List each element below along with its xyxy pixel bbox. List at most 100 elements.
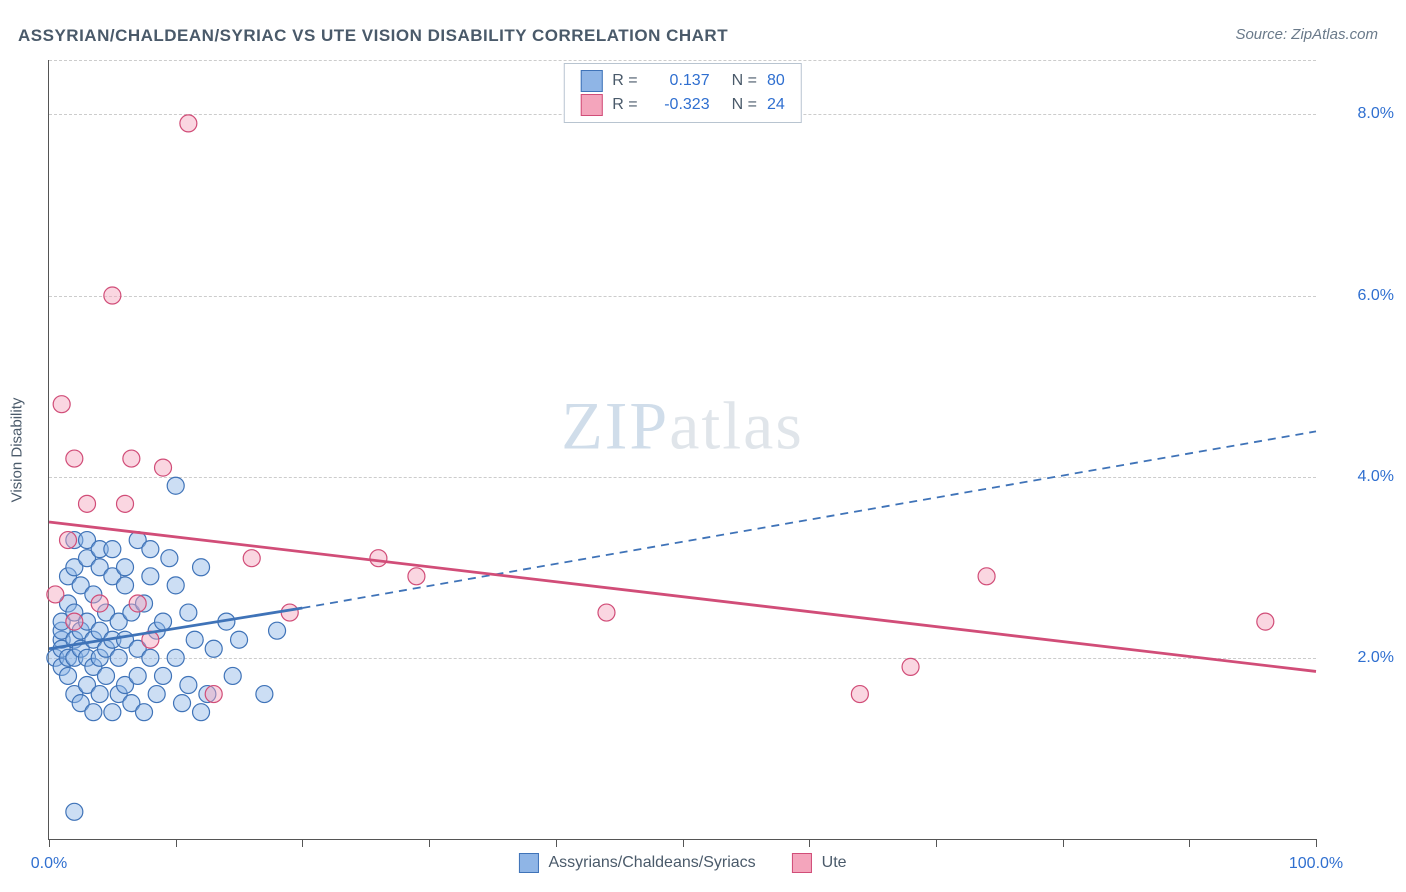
x-tick	[1063, 839, 1064, 847]
data-point	[408, 568, 425, 585]
chart-title: ASSYRIAN/CHALDEAN/SYRIAC VS UTE VISION D…	[18, 26, 728, 46]
data-point	[117, 577, 134, 594]
data-point	[104, 704, 121, 721]
legend-swatch	[518, 853, 538, 873]
data-point	[180, 604, 197, 621]
scatter-svg	[49, 60, 1316, 839]
x-tick	[1316, 839, 1317, 847]
data-point	[224, 667, 241, 684]
data-point	[142, 541, 159, 558]
legend-item: Assyrians/Chaldeans/Syriacs	[518, 853, 755, 873]
data-point	[167, 649, 184, 666]
data-point	[117, 495, 134, 512]
data-point	[370, 550, 387, 567]
data-point	[269, 622, 286, 639]
legend-r-label: R =	[612, 72, 637, 90]
data-point	[110, 649, 127, 666]
data-point	[60, 532, 77, 549]
data-point	[186, 631, 203, 648]
legend-n-value: 80	[767, 72, 785, 90]
data-point	[117, 559, 134, 576]
legend-stat-row: R = -0.323 N = 24	[580, 94, 784, 116]
data-point	[148, 686, 165, 703]
data-point	[142, 649, 159, 666]
data-point	[598, 604, 615, 621]
y-tick-label: 8.0%	[1358, 105, 1394, 123]
plot-area: ZIPatlas Vision Disability 2.0%4.0%6.0%8…	[48, 60, 1316, 840]
data-point	[243, 550, 260, 567]
x-tick	[176, 839, 177, 847]
data-point	[978, 568, 995, 585]
legend-label: Ute	[822, 854, 847, 872]
legend-label: Assyrians/Chaldeans/Syriacs	[548, 854, 755, 872]
data-point	[155, 459, 172, 476]
data-point	[174, 695, 191, 712]
data-point	[193, 559, 210, 576]
data-point	[193, 704, 210, 721]
x-tick	[49, 839, 50, 847]
legend-r-label: R =	[612, 96, 637, 114]
x-tick	[556, 839, 557, 847]
legend-r-value: 0.137	[650, 72, 710, 90]
data-point	[1257, 613, 1274, 630]
legend-n-value: 24	[767, 96, 785, 114]
x-tick	[302, 839, 303, 847]
y-axis-title: Vision Disability	[9, 397, 26, 502]
data-point	[180, 115, 197, 132]
legend-r-value: -0.323	[650, 96, 710, 114]
data-point	[91, 595, 108, 612]
data-point	[60, 667, 77, 684]
data-point	[85, 704, 102, 721]
legend-swatch	[792, 853, 812, 873]
x-tick-label: 100.0%	[1289, 855, 1343, 873]
x-tick	[1189, 839, 1190, 847]
data-point	[129, 595, 146, 612]
legend-n-label: N =	[732, 72, 757, 90]
data-point	[180, 677, 197, 694]
legend-n-label: N =	[732, 96, 757, 114]
y-tick-label: 2.0%	[1358, 649, 1394, 667]
legend-swatch	[580, 94, 602, 116]
y-tick-label: 6.0%	[1358, 287, 1394, 305]
data-point	[47, 586, 64, 603]
data-point	[155, 613, 172, 630]
data-point	[129, 667, 146, 684]
data-point	[902, 658, 919, 675]
legend-stats: R = 0.137 N = 80 R = -0.323 N = 24	[563, 63, 801, 123]
trendline-dashed	[302, 431, 1316, 608]
data-point	[167, 577, 184, 594]
data-point	[98, 667, 115, 684]
data-point	[79, 495, 96, 512]
data-point	[136, 704, 153, 721]
y-tick-label: 4.0%	[1358, 468, 1394, 486]
data-point	[104, 287, 121, 304]
x-tick	[683, 839, 684, 847]
data-point	[104, 541, 121, 558]
legend-series: Assyrians/Chaldeans/Syriacs Ute	[518, 853, 846, 873]
data-point	[142, 568, 159, 585]
data-point	[231, 631, 248, 648]
data-point	[281, 604, 298, 621]
data-point	[123, 450, 140, 467]
data-point	[205, 640, 222, 657]
x-tick	[936, 839, 937, 847]
chart-container: { "title": "ASSYRIAN/CHALDEAN/SYRIAC VS …	[0, 0, 1406, 892]
x-tick	[429, 839, 430, 847]
legend-swatch	[580, 70, 602, 92]
legend-item: Ute	[792, 853, 847, 873]
data-point	[91, 686, 108, 703]
data-point	[851, 686, 868, 703]
data-point	[161, 550, 178, 567]
data-point	[66, 450, 83, 467]
legend-stat-row: R = 0.137 N = 80	[580, 70, 784, 92]
data-point	[66, 803, 83, 820]
data-point	[66, 613, 83, 630]
x-tick	[809, 839, 810, 847]
data-point	[53, 396, 70, 413]
source-label: Source: ZipAtlas.com	[1235, 26, 1378, 43]
data-point	[205, 686, 222, 703]
data-point	[155, 667, 172, 684]
data-point	[256, 686, 273, 703]
x-tick-label: 0.0%	[31, 855, 67, 873]
data-point	[167, 477, 184, 494]
